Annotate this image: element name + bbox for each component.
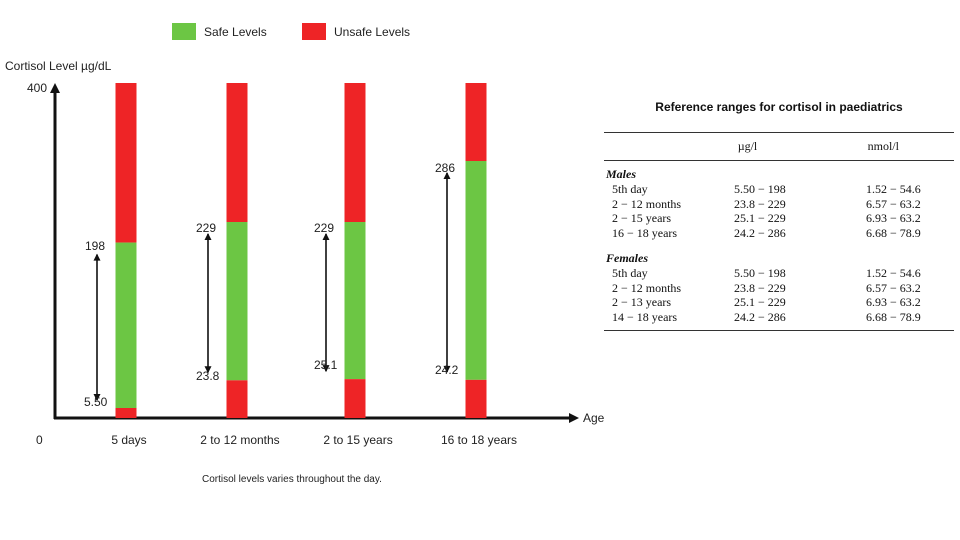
table-row: 16 − 18 years 24.2 − 286 6.68 − 78.9 xyxy=(604,226,954,241)
row-ug-per-l: 23.8 − 229 xyxy=(734,280,786,295)
x-tick-label: 16 to 18 years xyxy=(441,433,517,447)
table-row: 2 − 12 months 23.8 − 229 6.57 − 63.2 xyxy=(604,197,954,212)
range-high-label: 286 xyxy=(435,161,455,175)
range-high-label: 229 xyxy=(314,221,334,235)
row-nmol-per-l: 6.93 − 63.2 xyxy=(866,295,921,309)
row-nmol-per-l: 6.57 − 63.2 xyxy=(866,196,921,211)
range-high-label: 198 xyxy=(85,239,105,253)
range-arrow-head-bottom xyxy=(443,365,451,373)
x-tick-label: 2 to 12 months xyxy=(200,433,279,447)
table-row: 2 − 13 years 25.1 − 229 6.93 − 63.2 xyxy=(604,295,954,310)
reference-group-label: Females xyxy=(606,251,648,265)
row-age: 2 − 15 years xyxy=(612,211,672,225)
legend-swatch-unsafe xyxy=(302,23,326,40)
bar-unsafe-upper xyxy=(226,83,248,222)
bar-unsafe-upper xyxy=(344,83,366,222)
x-tick-label: 5 days xyxy=(111,433,146,447)
row-nmol-per-l: 6.57 − 63.2 xyxy=(866,280,921,295)
chart-caption: Cortisol levels varies throughout the da… xyxy=(202,474,382,485)
row-nmol-per-l: 6.68 − 78.9 xyxy=(866,309,921,324)
row-ug-per-l: 5.50 − 198 xyxy=(734,266,786,280)
reference-table: µg/l nmol/l Males 5th day 5.50 − 198 1.52 −… xyxy=(604,132,954,331)
reference-group-label: Males xyxy=(606,167,636,181)
legend-swatch-safe xyxy=(172,23,196,40)
reference-table-body: Males 5th day 5.50 − 198 1.52 − 54.6 2 − 12 … xyxy=(604,161,954,324)
row-nmol-per-l: 1.52 − 54.6 xyxy=(866,266,921,280)
bar-unsafe-upper xyxy=(115,83,137,243)
range-low-label: 24.2 xyxy=(435,363,459,377)
legend-label-unsafe: Unsafe Levels xyxy=(334,25,410,39)
table-row: 2 − 12 months 23.8 − 229 6.57 − 63.2 xyxy=(604,281,954,296)
bar-safe-range xyxy=(226,222,248,381)
bar-unsafe-lower xyxy=(226,380,248,418)
row-ug-per-l: 23.8 − 229 xyxy=(734,196,786,211)
x-axis-title: Age xyxy=(583,411,605,425)
row-age: 14 − 18 years xyxy=(612,309,678,324)
bar-unsafe-lower xyxy=(465,379,487,418)
range-arrow-head-top xyxy=(322,233,330,240)
table-row: 2 − 15 years 25.1 − 229 6.93 − 63.2 xyxy=(604,211,954,226)
y-max-tick: 400 xyxy=(27,81,47,95)
range-arrow-head-top xyxy=(93,253,101,261)
range-high-label: 229 xyxy=(196,221,216,235)
row-nmol-per-l: 6.68 − 78.9 xyxy=(866,225,921,240)
row-age: 16 − 18 years xyxy=(612,225,678,240)
row-ug-per-l: 25.1 − 229 xyxy=(734,211,786,225)
table-row: 5th day 5.50 − 198 1.52 − 54.6 xyxy=(604,182,954,197)
origin-tick: 0 xyxy=(36,433,43,447)
row-age: 5th day xyxy=(612,266,648,280)
range-low-label: 5.50 xyxy=(84,395,108,409)
range-low-label: 23.8 xyxy=(196,369,220,383)
row-age: 2 − 13 years xyxy=(612,295,672,309)
bar-safe-range xyxy=(115,242,137,408)
row-ug-per-l: 24.2 − 286 xyxy=(734,225,786,240)
legend: Safe Levels Unsafe Levels xyxy=(172,23,410,40)
x-tick-label: 2 to 15 years xyxy=(323,433,392,447)
header-ug-per-l: µg/l xyxy=(737,139,758,153)
bar-unsafe-lower xyxy=(115,408,137,418)
range-arrow-head-top xyxy=(204,233,212,240)
bar-safe-range xyxy=(465,161,487,380)
reference-group: Females 5th day 5.50 − 198 1.52 − 54.6 2 − 1… xyxy=(604,240,954,324)
range-arrow-head-top xyxy=(443,172,451,179)
table-row: 14 − 18 years 24.2 − 286 6.68 − 78.9 xyxy=(604,310,954,325)
row-age: 2 − 12 months xyxy=(612,196,682,211)
row-nmol-per-l: 1.52 − 54.6 xyxy=(866,182,921,196)
header-nmol-per-l: nmol/l xyxy=(867,139,899,153)
row-ug-per-l: 25.1 − 229 xyxy=(734,295,786,309)
reference-table-header: µg/l nmol/l xyxy=(604,133,954,161)
reference-group: Males 5th day 5.50 − 198 1.52 − 54.6 2 − 12 … xyxy=(604,161,954,240)
bar-unsafe-lower xyxy=(344,379,366,418)
row-age: 5th day xyxy=(612,182,648,196)
legend-label-safe: Safe Levels xyxy=(204,25,267,39)
row-ug-per-l: 5.50 − 198 xyxy=(734,182,786,196)
row-ug-per-l: 24.2 − 286 xyxy=(734,309,786,324)
bars-layer: 198 5.50 5 days 229 23.8 2 to 12 months 229 25.… xyxy=(84,83,517,447)
range-arrow-head-bottom xyxy=(204,366,212,374)
row-age: 2 − 12 months xyxy=(612,280,682,295)
table-row: 5th day 5.50 − 198 1.52 − 54.6 xyxy=(604,266,954,281)
range-arrow-head-bottom xyxy=(93,394,101,401)
reference-table-title: Reference ranges for cortisol in paediat… xyxy=(655,100,903,114)
bar-safe-range xyxy=(344,222,366,380)
y-axis-title: Cortisol Level µg/dL xyxy=(5,59,112,73)
bar-unsafe-upper xyxy=(465,83,487,161)
row-nmol-per-l: 6.93 − 63.2 xyxy=(866,211,921,225)
range-low-label: 25.1 xyxy=(314,358,338,372)
range-arrow-head-bottom xyxy=(322,365,330,373)
